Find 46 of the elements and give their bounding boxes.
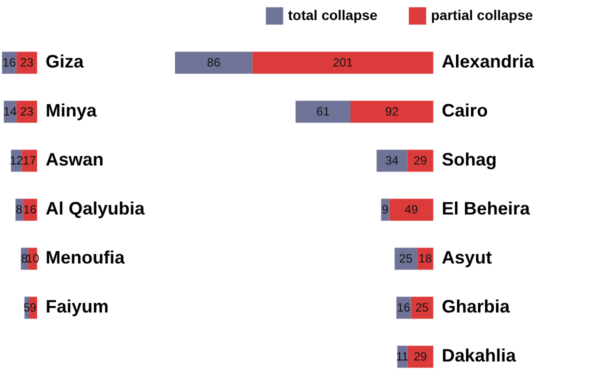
data-label: 16 bbox=[23, 202, 37, 217]
y-tick-label: Gharbia bbox=[442, 296, 511, 317]
data-label: 23 bbox=[20, 56, 34, 70]
data-label: 14 bbox=[3, 104, 18, 119]
data-label: 25 bbox=[399, 252, 413, 266]
bar bbox=[407, 346, 434, 368]
data-label: 49 bbox=[404, 202, 418, 217]
bar bbox=[175, 52, 252, 74]
y-tick-label: Giza bbox=[46, 52, 85, 72]
bar bbox=[376, 150, 408, 172]
data-label: 25 bbox=[415, 300, 430, 315]
data-label: 17 bbox=[22, 154, 36, 168]
data-label: 9 bbox=[382, 202, 389, 217]
bar bbox=[350, 100, 434, 123]
data-label: 34 bbox=[385, 154, 399, 168]
y-tick-label: Alexandria bbox=[442, 52, 535, 72]
data-label: 92 bbox=[385, 104, 399, 119]
data-label: 16 bbox=[2, 56, 16, 70]
y-tick-label: Al Qalyubia bbox=[46, 198, 146, 219]
data-label: 86 bbox=[207, 56, 221, 70]
bar bbox=[252, 52, 434, 74]
data-label: 201 bbox=[332, 56, 354, 70]
bar bbox=[410, 296, 434, 319]
y-tick-label: Cairo bbox=[442, 100, 488, 121]
legend-label: total collapse bbox=[288, 6, 378, 23]
data-label: 9 bbox=[30, 300, 37, 315]
data-label: 61 bbox=[316, 104, 330, 119]
y-tick-label: Asyut bbox=[442, 248, 492, 268]
data-label: 29 bbox=[414, 154, 428, 168]
y-tick-label: Menoufia bbox=[46, 248, 126, 268]
y-tick-label: Aswan bbox=[46, 150, 104, 170]
y-tick-label: Dakahlia bbox=[442, 346, 517, 366]
data-label: 18 bbox=[418, 252, 432, 266]
bar bbox=[296, 100, 350, 123]
bar bbox=[407, 150, 434, 172]
data-label: 8 bbox=[16, 202, 23, 217]
data-label: 23 bbox=[20, 104, 34, 119]
y-tick-label: Faiyum bbox=[46, 296, 109, 317]
bar bbox=[389, 198, 434, 221]
y-tick-label: El Beheira bbox=[442, 198, 531, 219]
y-tick-label: Minya bbox=[46, 100, 98, 121]
legend-label: partial collapse bbox=[431, 6, 534, 23]
data-label: 16 bbox=[396, 300, 411, 315]
data-label: 29 bbox=[414, 350, 428, 364]
bar bbox=[394, 248, 418, 270]
y-tick-label: Sohag bbox=[442, 150, 497, 170]
